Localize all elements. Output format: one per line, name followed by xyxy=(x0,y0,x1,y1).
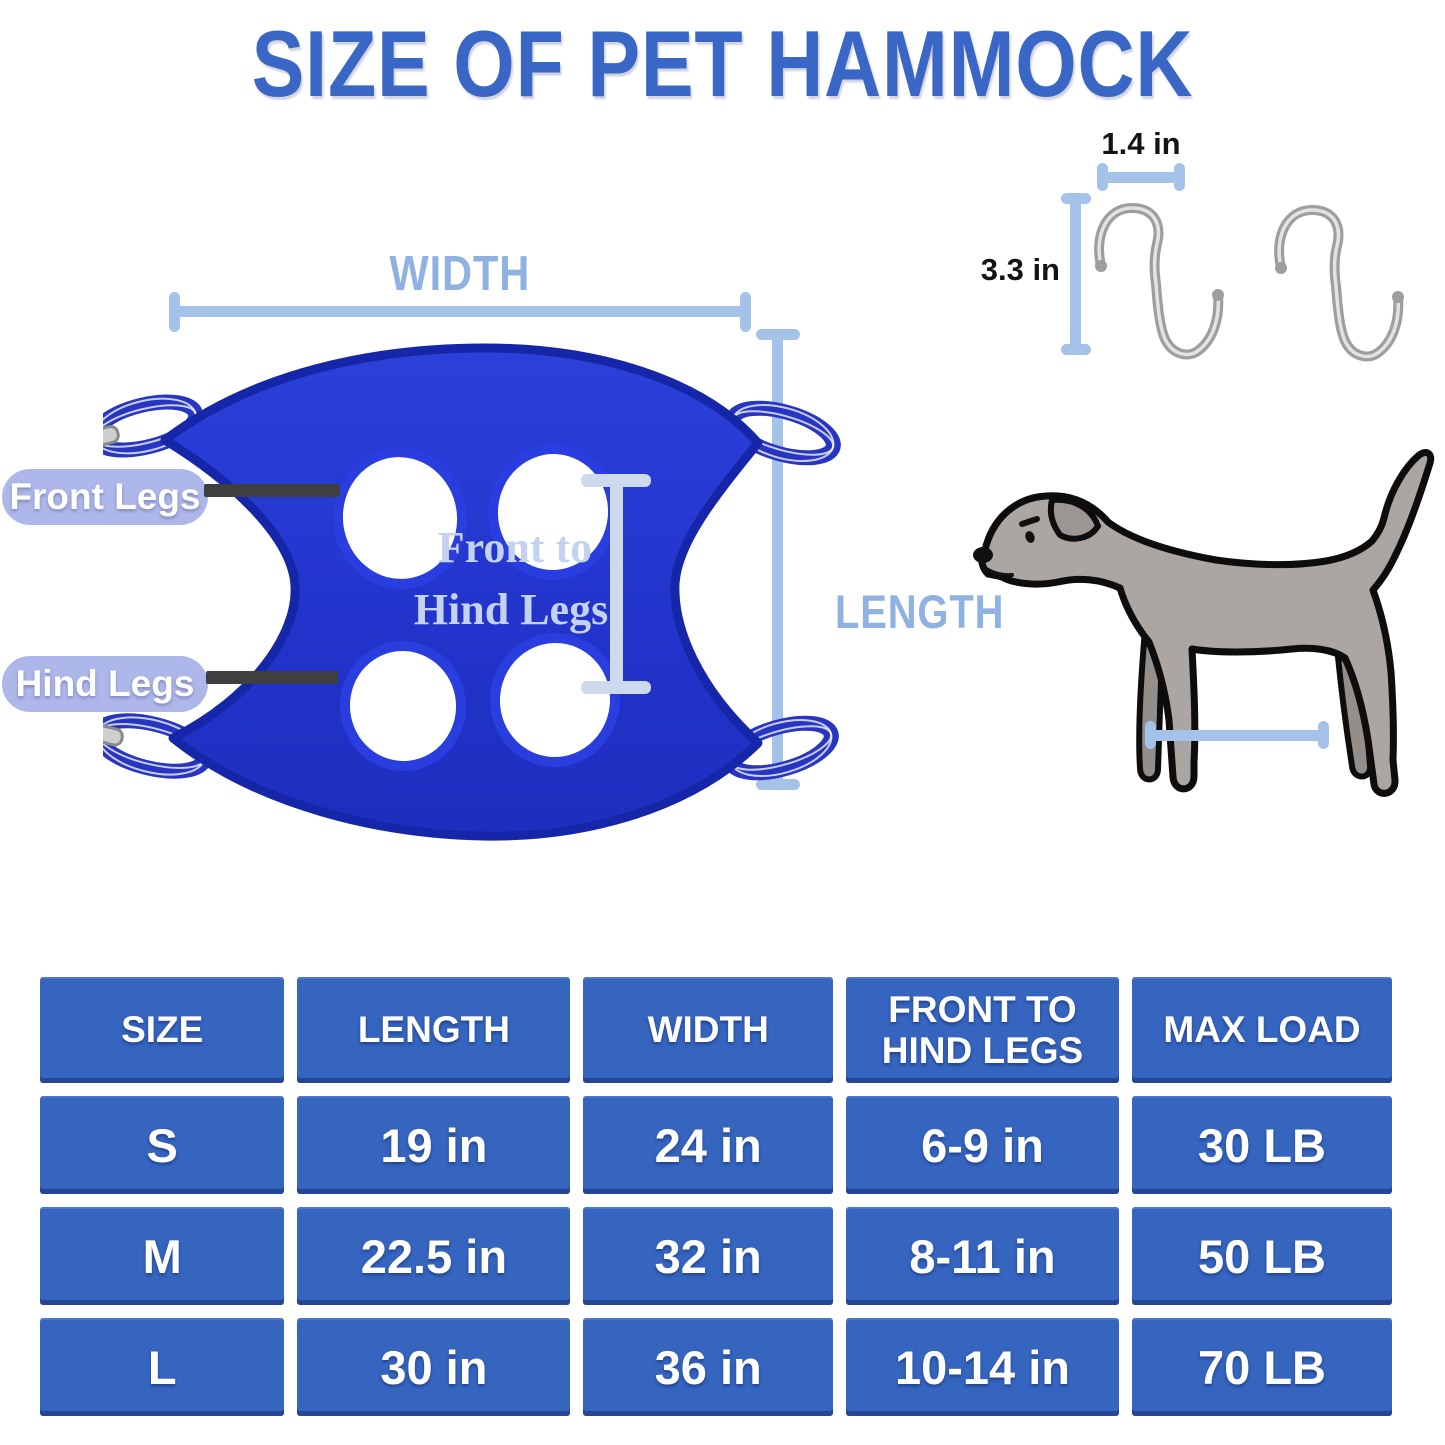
size-table: SIZE LENGTH WIDTH FRONT TO HIND LEGS MAX… xyxy=(40,977,1392,1416)
table-cell-width-m: 32 in xyxy=(583,1207,833,1305)
hook-width-measure-bar xyxy=(1097,162,1185,191)
table-cell-length-m: 22.5 in xyxy=(297,1207,571,1305)
table-cell-load-m: 50 LB xyxy=(1132,1207,1392,1305)
table-cell-width-l: 36 in xyxy=(583,1318,833,1416)
dog-mouth xyxy=(983,566,1014,578)
table-cell-length-l: 30 in xyxy=(297,1318,571,1416)
table-cell-size-l: L xyxy=(40,1318,285,1416)
dog-ear xyxy=(1047,496,1102,542)
table-header-size: SIZE xyxy=(40,977,285,1083)
hook-height-measure-bar xyxy=(1060,193,1091,355)
front-to-hind-measure-bar xyxy=(581,474,651,694)
table-cell-size-m: M xyxy=(40,1207,285,1305)
front-legs-pointer-line xyxy=(204,484,340,497)
dog-illustration xyxy=(952,442,1444,810)
dog-far-front-leg xyxy=(1136,637,1166,783)
front-to-hind-label-line1: Front to xyxy=(438,523,592,572)
hind-right-leg-hole xyxy=(489,633,621,767)
hind-left-leg-hole xyxy=(339,641,467,771)
table-header-front-to-hind-legs: FRONT TO HIND LEGS xyxy=(845,977,1119,1083)
table-cell-size-s: S xyxy=(40,1096,285,1194)
width-measure-bar xyxy=(169,291,751,332)
table-cell-load-l: 70 LB xyxy=(1132,1318,1392,1416)
length-label: LENGTH xyxy=(835,585,1005,638)
hammock-svg: Front to Hind Legs xyxy=(86,343,841,841)
table-header-width: WIDTH xyxy=(583,977,833,1083)
hook-height-label: 3.3 in xyxy=(980,252,1060,287)
length-measure-bar xyxy=(755,329,800,790)
table-cell-fth-s: 6-9 in xyxy=(845,1096,1119,1194)
table-cell-fth-l: 10-14 in xyxy=(845,1318,1119,1416)
table-cell-fth-m: 8-11 in xyxy=(845,1207,1119,1305)
front-legs-pill: Front Legs xyxy=(2,469,208,525)
dog-eye xyxy=(1025,531,1035,543)
width-label: WIDTH xyxy=(389,247,531,301)
front-left-leg-hole xyxy=(332,447,468,589)
hind-legs-pointer-line xyxy=(206,671,338,684)
page-title-text: SIZE OF PET HAMMOCK xyxy=(251,11,1194,116)
table-header-max-load: MAX LOAD xyxy=(1132,977,1392,1083)
dog-nose xyxy=(973,547,993,563)
front-legs-label: Front Legs xyxy=(9,476,201,517)
front-to-hind-label-line2: Hind Legs xyxy=(414,585,608,634)
hook-width-label: 1.4 in xyxy=(1101,126,1181,161)
table-cell-width-s: 24 in xyxy=(583,1096,833,1194)
dog-brow xyxy=(1019,516,1040,527)
dog-body xyxy=(978,449,1435,797)
dog-front-to-hind-measure-bar xyxy=(1145,720,1329,749)
hammock-diagram: Front to Hind Legs xyxy=(86,318,868,843)
table-header-length: LENGTH xyxy=(297,977,571,1083)
table-cell-length-s: 19 in xyxy=(297,1096,571,1194)
table-cell-load-s: 30 LB xyxy=(1132,1096,1392,1194)
page-title: SIZE OF PET HAMMOCK xyxy=(0,10,1445,118)
hind-legs-pill: Hind Legs xyxy=(2,656,208,712)
s-hook-icon xyxy=(1092,192,1227,367)
hind-legs-label: Hind Legs xyxy=(15,663,195,704)
s-hook-icon xyxy=(1272,194,1407,369)
